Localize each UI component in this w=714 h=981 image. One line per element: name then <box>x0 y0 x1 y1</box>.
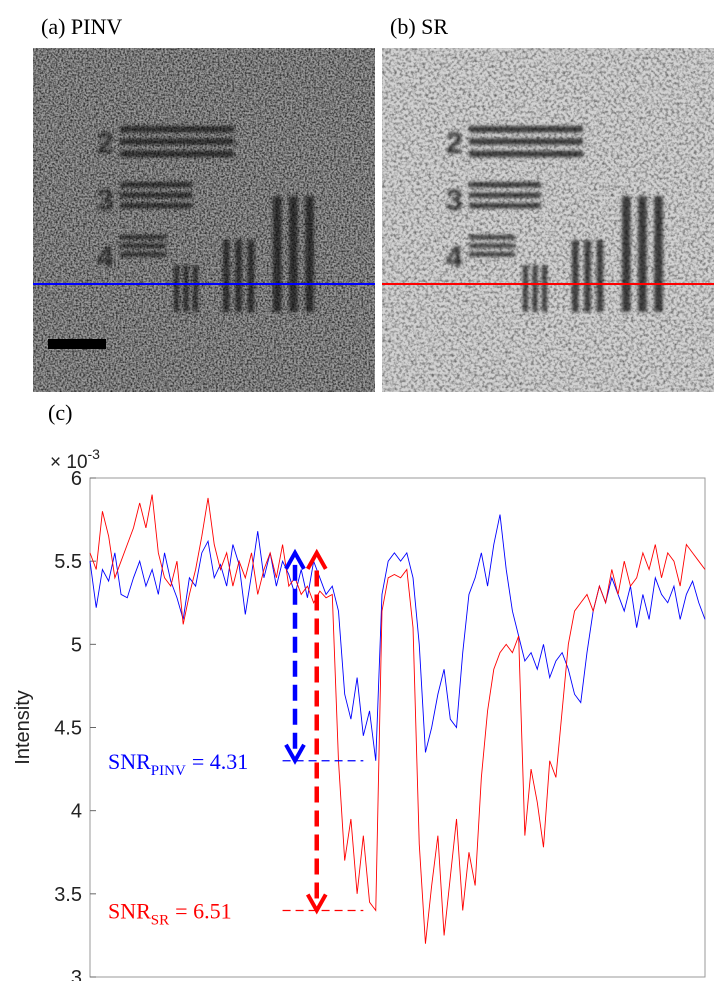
y-axis-label: Intensity <box>12 690 34 764</box>
image-panel: (a) PINV234 <box>33 14 375 392</box>
snr-subscript: SR <box>151 912 169 928</box>
panel-label: (c) <box>48 400 72 425</box>
y-tick-label: 3.5 <box>54 884 82 906</box>
snr-value: = 4.31 <box>192 749 248 774</box>
snr-text: SNR <box>108 749 151 774</box>
multiplier-exponent: -3 <box>88 446 101 462</box>
y-tick-label: 6 <box>71 468 82 490</box>
y-tick-label: 3 <box>71 967 82 981</box>
series-line <box>89 494 706 944</box>
axis-multiplier: × 10-3 <box>50 446 100 473</box>
image-noise <box>33 48 375 392</box>
arrow-head <box>284 743 306 765</box>
image-noise <box>382 48 714 392</box>
y-tick-label: 4.5 <box>54 718 82 740</box>
multiplier-base: × 10 <box>50 452 88 473</box>
scale-bar <box>48 339 106 349</box>
snr-label: SNRPINV = 4.31 <box>108 749 248 779</box>
snr-label: SNRSR = 6.51 <box>108 898 232 928</box>
snr-subscript: PINV <box>151 763 186 779</box>
arrow-head <box>305 548 328 570</box>
image-panel: (b) SR234 <box>382 14 714 392</box>
snr-text: SNR <box>108 898 151 923</box>
snr-value: = 6.51 <box>175 898 231 923</box>
y-tick-label: 5.5 <box>54 551 82 573</box>
panel-label: (a) PINV <box>41 14 122 39</box>
panel-label: (b) SR <box>390 14 448 39</box>
y-tick-label: 5 <box>71 634 82 656</box>
arrow-head <box>284 548 306 570</box>
y-tick-label: 4 <box>71 801 82 823</box>
series-line <box>89 514 706 761</box>
arrow-head <box>305 893 328 915</box>
